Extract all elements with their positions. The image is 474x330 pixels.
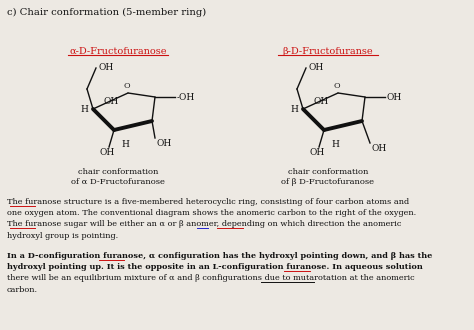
- Text: β-D-Fructofuranse: β-D-Fructofuranse: [283, 47, 374, 56]
- Text: OH: OH: [314, 97, 329, 107]
- Text: H: H: [290, 106, 298, 115]
- Text: one oxygen atom. The conventional diagram shows the anomeric carbon to the right: one oxygen atom. The conventional diagra…: [7, 209, 416, 217]
- Text: O: O: [124, 82, 130, 90]
- Text: α-D-Fructofuranose: α-D-Fructofuranose: [69, 47, 167, 56]
- Text: H: H: [121, 140, 129, 149]
- Text: OH: OH: [99, 62, 114, 72]
- Text: OH: OH: [372, 144, 387, 153]
- Text: OH: OH: [157, 139, 172, 148]
- Text: OH: OH: [104, 97, 119, 107]
- Text: OH: OH: [310, 148, 325, 157]
- Text: In a D-configuration furanose, α configuration has the hydroxyl pointing down, a: In a D-configuration furanose, α configu…: [7, 252, 432, 260]
- Text: chair conformation: chair conformation: [288, 168, 368, 176]
- Text: hydroxyl pointing up. It is the opposite in an L-configuration furanose. In aque: hydroxyl pointing up. It is the opposite…: [7, 263, 423, 271]
- Text: OH: OH: [100, 148, 115, 157]
- Text: chair conformation: chair conformation: [78, 168, 158, 176]
- Text: OH: OH: [309, 62, 324, 72]
- Text: The furanose structure is a five-membered heterocyclic ring, consisting of four : The furanose structure is a five-membere…: [7, 198, 409, 206]
- Text: H: H: [80, 106, 88, 115]
- Text: of β D-Fructofuranose: of β D-Fructofuranose: [282, 178, 374, 186]
- Text: The furanose sugar will be either an α or β anomer, depending on which direction: The furanose sugar will be either an α o…: [7, 220, 401, 228]
- Text: carbon.: carbon.: [7, 285, 38, 294]
- Text: -OH: -OH: [177, 92, 195, 102]
- Text: there will be an equilibrium mixture of α and β configurations due to mutarotati: there will be an equilibrium mixture of …: [7, 275, 415, 282]
- Text: O: O: [334, 82, 340, 90]
- Text: hydroxyl group is pointing.: hydroxyl group is pointing.: [7, 232, 118, 240]
- Text: of α D-Fructofuranose: of α D-Fructofuranose: [71, 178, 165, 186]
- Text: OH: OH: [387, 92, 402, 102]
- Text: c) Chair conformation (5-member ring): c) Chair conformation (5-member ring): [7, 8, 206, 17]
- Text: H: H: [331, 140, 339, 149]
